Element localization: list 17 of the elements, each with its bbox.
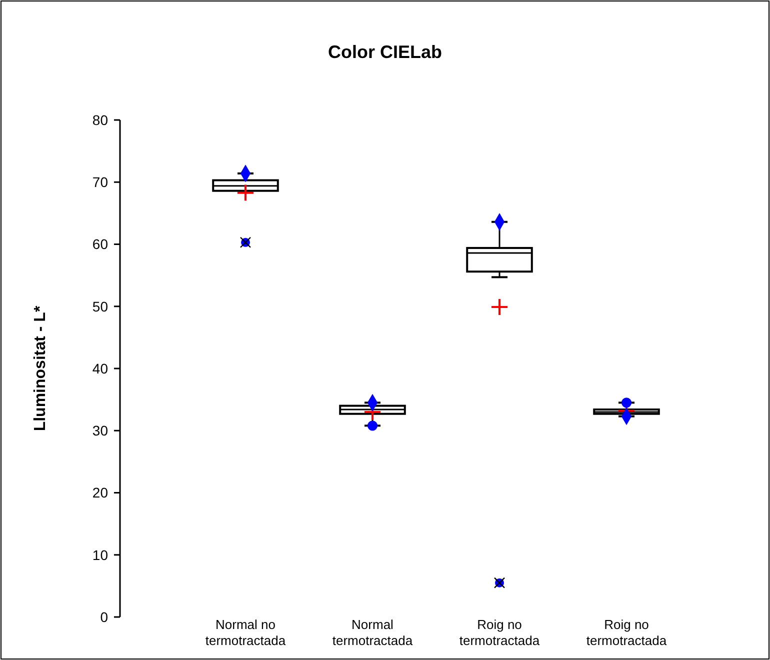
chart-title: Color CIELab <box>328 42 442 62</box>
x-tick-label: Roig no termotractada <box>459 617 540 648</box>
y-tick-label: 50 <box>92 298 108 314</box>
point <box>367 420 378 431</box>
y-tick-label: 80 <box>92 112 108 128</box>
y-tick-label: 40 <box>92 360 108 376</box>
y-tick-label: 30 <box>92 422 108 439</box>
y-axis-title: Lluminositat - L* <box>32 305 49 432</box>
y-tick-label: 0 <box>100 608 108 625</box>
y-tick-label: 20 <box>92 484 108 501</box>
x-tick-label: Normal termotractada <box>332 617 414 648</box>
y-tick-label: 70 <box>92 174 108 190</box>
y-tick-label: 10 <box>92 546 108 563</box>
x-tick-label: Roig no termotractada <box>586 617 668 648</box>
y-tick-label: 60 <box>92 236 108 252</box>
x-tick-label: Normal no termotractada <box>205 617 286 648</box>
point <box>621 398 632 408</box>
